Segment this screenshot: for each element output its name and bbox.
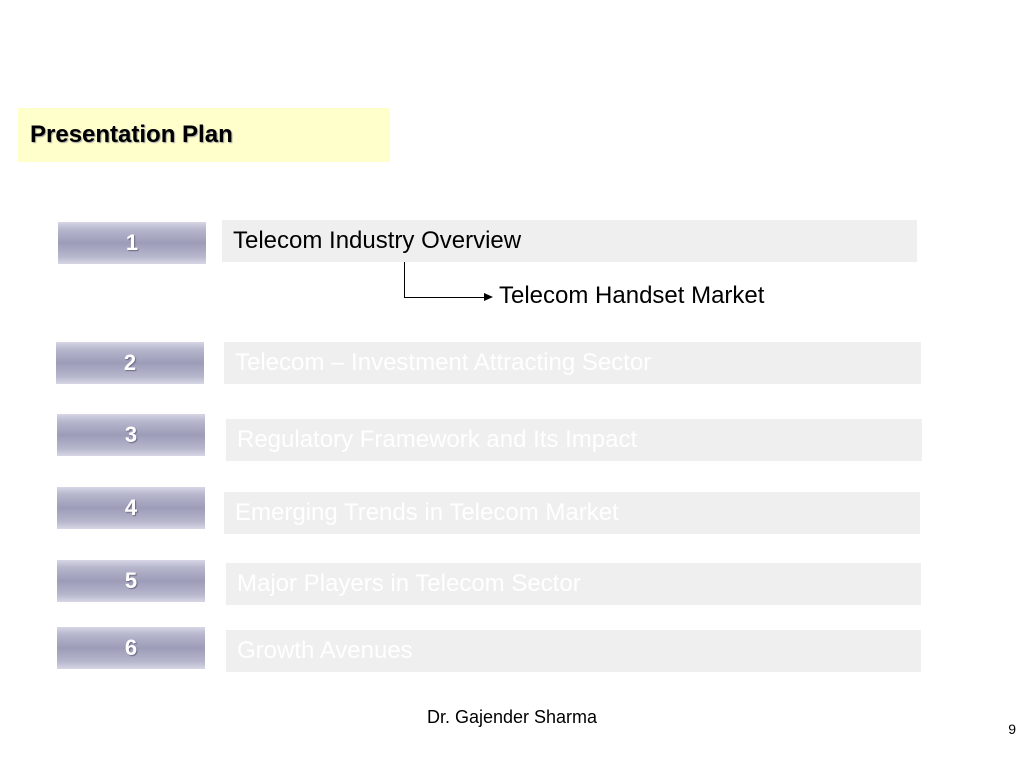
item-number-2: 2: [56, 342, 204, 384]
item-label-6: Growth Avenues: [226, 630, 921, 672]
page-number: 9: [1008, 721, 1016, 737]
item-label-2: Telecom – Investment Attracting Sector: [224, 342, 921, 384]
item-number-6: 6: [57, 627, 205, 669]
item-label-3: Regulatory Framework and Its Impact: [226, 419, 922, 461]
connector-line-horizontal: [404, 297, 488, 298]
slide-title: Presentation Plan: [30, 121, 233, 148]
footer-author: Dr. Gajender Sharma: [426, 707, 598, 727]
item-number-4: 4: [57, 487, 205, 529]
item-label-4: Emerging Trends in Telecom Market: [224, 492, 920, 534]
arrow-right-icon: [484, 293, 493, 301]
item-label-1: Telecom Industry Overview: [222, 220, 917, 262]
item-number-3: 3: [57, 414, 205, 456]
connector-line-vertical: [404, 262, 405, 298]
title-box: Presentation Plan: [18, 108, 390, 162]
sub-item-label: Telecom Handset Market: [499, 282, 765, 309]
item-label-5: Major Players in Telecom Sector: [226, 563, 921, 605]
item-number-5: 5: [57, 560, 205, 602]
item-number-1: 1: [58, 222, 206, 264]
